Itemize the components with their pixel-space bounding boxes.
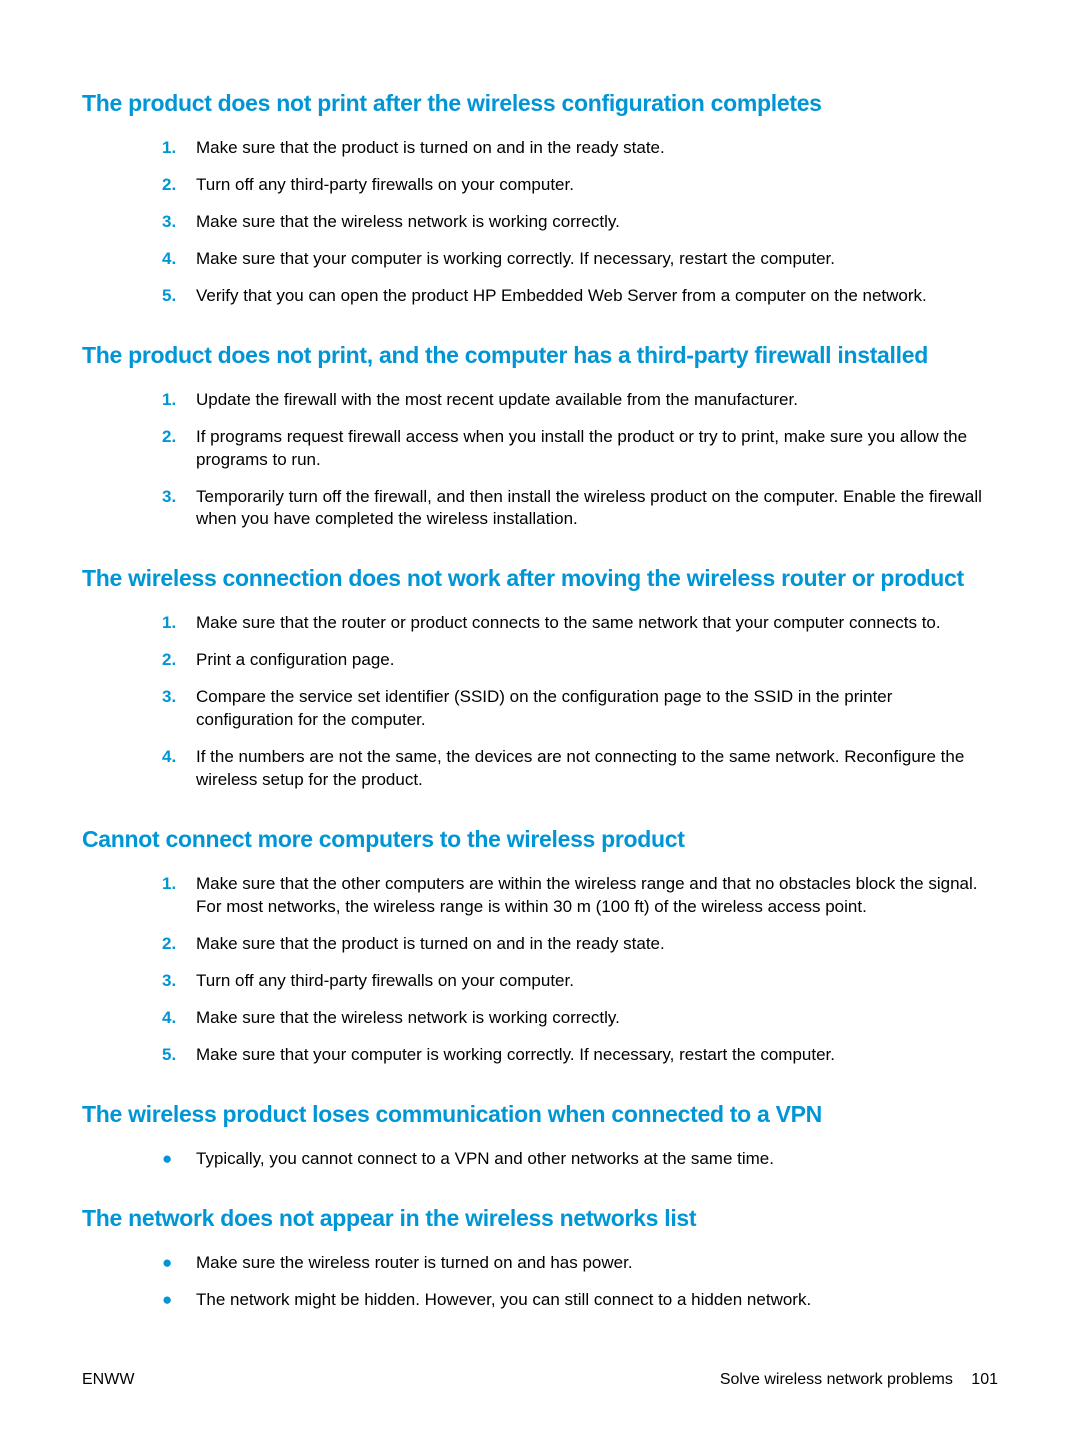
bullet-list: ●Make sure the wireless router is turned… — [82, 1252, 998, 1312]
section-heading: The product does not print after the wir… — [82, 90, 998, 117]
list-number: 4. — [162, 248, 196, 271]
bullet-list: ●Typically, you cannot connect to a VPN … — [82, 1148, 998, 1171]
list-text: Typically, you cannot connect to a VPN a… — [196, 1148, 994, 1171]
list-item: 2.Print a configuration page. — [82, 649, 998, 672]
section-heading: The network does not appear in the wirel… — [82, 1205, 998, 1232]
bullet-icon: ● — [162, 1148, 196, 1171]
section-heading: Cannot connect more computers to the wir… — [82, 826, 998, 853]
list-item: 5.Verify that you can open the product H… — [82, 285, 998, 308]
list-number: 5. — [162, 1044, 196, 1067]
list-item: 3.Turn off any third-party firewalls on … — [82, 970, 998, 993]
bullet-icon: ● — [162, 1252, 196, 1275]
page-number: 101 — [971, 1371, 998, 1388]
list-item: 2.If programs request firewall access wh… — [82, 426, 998, 472]
list-item: ●Typically, you cannot connect to a VPN … — [82, 1148, 998, 1171]
ordered-list: 1.Make sure that the product is turned o… — [82, 137, 998, 308]
list-item: 2.Turn off any third-party firewalls on … — [82, 174, 998, 197]
list-item: 1.Make sure that the router or product c… — [82, 612, 998, 635]
list-number: 4. — [162, 746, 196, 769]
list-text: Verify that you can open the product HP … — [196, 285, 994, 308]
footer-right: Solve wireless network problems 101 — [720, 1371, 998, 1389]
section-heading: The wireless connection does not work af… — [82, 565, 998, 592]
list-text: The network might be hidden. However, yo… — [196, 1289, 994, 1312]
list-item: ●The network might be hidden. However, y… — [82, 1289, 998, 1312]
list-text: Make sure that the wireless network is w… — [196, 211, 994, 234]
list-number: 1. — [162, 389, 196, 412]
document-page: The product does not print after the wir… — [0, 0, 1080, 1437]
list-number: 3. — [162, 486, 196, 509]
list-text: Compare the service set identifier (SSID… — [196, 686, 994, 732]
ordered-list: 1.Make sure that the other computers are… — [82, 873, 998, 1067]
list-item: 4.Make sure that the wireless network is… — [82, 1007, 998, 1030]
list-text: Make sure that the router or product con… — [196, 612, 994, 635]
list-item: 5.Make sure that your computer is workin… — [82, 1044, 998, 1067]
list-number: 1. — [162, 137, 196, 160]
list-item: 4.If the numbers are not the same, the d… — [82, 746, 998, 792]
list-text: Make sure that your computer is working … — [196, 248, 994, 271]
list-item: 3.Make sure that the wireless network is… — [82, 211, 998, 234]
list-number: 2. — [162, 426, 196, 449]
list-number: 2. — [162, 649, 196, 672]
list-text: If programs request firewall access when… — [196, 426, 994, 472]
list-number: 3. — [162, 211, 196, 234]
list-number: 1. — [162, 612, 196, 635]
page-footer: ENWW Solve wireless network problems 101 — [82, 1371, 998, 1389]
list-number: 2. — [162, 174, 196, 197]
list-text: Make sure that your computer is working … — [196, 1044, 994, 1067]
list-item: 1.Make sure that the other computers are… — [82, 873, 998, 919]
list-item: ●Make sure the wireless router is turned… — [82, 1252, 998, 1275]
list-number: 5. — [162, 285, 196, 308]
list-text: Temporarily turn off the firewall, and t… — [196, 486, 994, 532]
footer-left: ENWW — [82, 1371, 134, 1389]
list-text: Make sure that the wireless network is w… — [196, 1007, 994, 1030]
list-item: 3.Temporarily turn off the firewall, and… — [82, 486, 998, 532]
list-number: 2. — [162, 933, 196, 956]
list-item: 2.Make sure that the product is turned o… — [82, 933, 998, 956]
list-item: 4.Make sure that your computer is workin… — [82, 248, 998, 271]
bullet-icon: ● — [162, 1289, 196, 1312]
list-text: Turn off any third-party firewalls on yo… — [196, 970, 994, 993]
list-item: 1.Update the firewall with the most rece… — [82, 389, 998, 412]
list-number: 4. — [162, 1007, 196, 1030]
list-text: Make sure that the other computers are w… — [196, 873, 994, 919]
list-item: 3.Compare the service set identifier (SS… — [82, 686, 998, 732]
list-text: Print a configuration page. — [196, 649, 994, 672]
ordered-list: 1.Make sure that the router or product c… — [82, 612, 998, 792]
ordered-list: 1.Update the firewall with the most rece… — [82, 389, 998, 532]
section-heading: The wireless product loses communication… — [82, 1101, 998, 1128]
footer-section-label: Solve wireless network problems — [720, 1371, 953, 1388]
list-text: Make sure that the product is turned on … — [196, 933, 994, 956]
list-number: 3. — [162, 686, 196, 709]
list-number: 1. — [162, 873, 196, 896]
list-text: Update the firewall with the most recent… — [196, 389, 994, 412]
list-text: Turn off any third-party firewalls on yo… — [196, 174, 994, 197]
section-heading: The product does not print, and the comp… — [82, 342, 998, 369]
list-text: If the numbers are not the same, the dev… — [196, 746, 994, 792]
list-text: Make sure the wireless router is turned … — [196, 1252, 994, 1275]
list-item: 1.Make sure that the product is turned o… — [82, 137, 998, 160]
list-number: 3. — [162, 970, 196, 993]
list-text: Make sure that the product is turned on … — [196, 137, 994, 160]
